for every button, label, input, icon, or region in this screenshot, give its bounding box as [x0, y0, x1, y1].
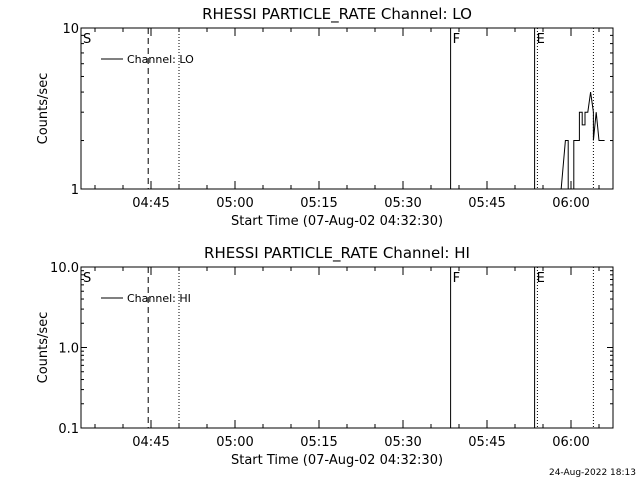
chart-panel-1 — [80, 27, 614, 190]
x-tick-label: 05:15 — [300, 435, 337, 450]
x-tick-label: 04:45 — [132, 435, 169, 450]
y-axis-label: Counts/sec — [36, 73, 51, 145]
x-tick-label: 05:15 — [300, 196, 337, 211]
x-tick-label: 05:30 — [384, 196, 421, 211]
x-tick-label: 05:00 — [216, 435, 253, 450]
y-tick-label: 1 — [71, 183, 79, 198]
y-tick-label: 10.0 — [50, 261, 79, 276]
event-marker-label: S — [83, 32, 91, 47]
x-tick-label: 06:00 — [552, 435, 589, 450]
x-tick-label: 04:45 — [132, 196, 169, 211]
event-marker-label: S — [83, 271, 91, 286]
chart-title: RHESSI PARTICLE_RATE Channel: HI — [204, 244, 470, 263]
y-tick-label: 0.1 — [58, 422, 79, 437]
x-tick-label: 05:30 — [384, 435, 421, 450]
x-axis-label: Start Time (07-Aug-02 04:32:30) — [231, 214, 443, 229]
x-tick-label: 05:00 — [216, 196, 253, 211]
event-marker-label: F — [453, 271, 460, 286]
x-tick-label: 06:00 — [552, 196, 589, 211]
footer-timestamp: 24-Aug-2022 18:13 — [549, 468, 636, 478]
x-axis-label: Start Time (07-Aug-02 04:32:30) — [231, 453, 443, 468]
chart-title: RHESSI PARTICLE_RATE Channel: LO — [202, 5, 472, 24]
x-tick-label: 05:45 — [468, 435, 505, 450]
y-tick-label: 1.0 — [58, 342, 79, 357]
chart-panel-2 — [80, 266, 614, 429]
y-tick-label: 10 — [62, 22, 79, 37]
y-axis-label: Counts/sec — [36, 312, 51, 384]
event-marker-label: F — [453, 32, 460, 47]
event-marker-label: E — [537, 32, 545, 47]
x-tick-label: 05:45 — [468, 196, 505, 211]
legend-label: Channel: LO — [127, 53, 194, 66]
series-line-1 — [560, 92, 605, 189]
event-marker-label: E — [537, 271, 545, 286]
legend-label: Channel: HI — [127, 292, 191, 305]
